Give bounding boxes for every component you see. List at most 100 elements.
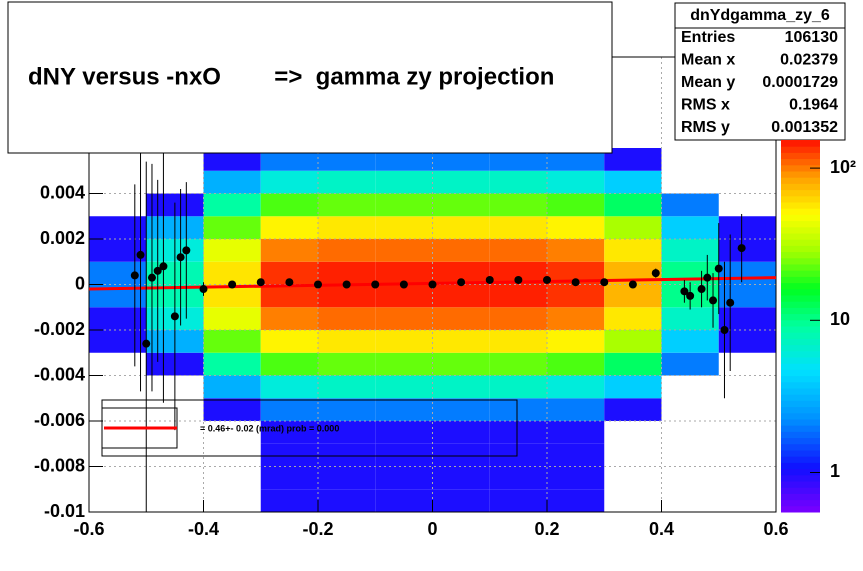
heat-cell bbox=[547, 443, 605, 467]
color-scale-band bbox=[781, 450, 820, 457]
profile-point bbox=[543, 275, 551, 284]
heat-cell bbox=[203, 330, 261, 353]
y-tick-label: 0.004 bbox=[40, 182, 85, 202]
x-tick-label: -0.2 bbox=[302, 519, 333, 539]
color-scale-band bbox=[781, 319, 820, 327]
color-scale-band bbox=[781, 357, 820, 364]
heat-cell bbox=[260, 239, 318, 262]
heat-cell bbox=[547, 352, 605, 376]
profile-point bbox=[686, 291, 695, 300]
profile-point bbox=[176, 253, 185, 262]
color-scale-band bbox=[781, 158, 820, 166]
heat-cell bbox=[489, 216, 547, 239]
heat-cell bbox=[260, 307, 318, 330]
heat-cell bbox=[260, 466, 318, 490]
heat-cell bbox=[89, 239, 147, 262]
heat-cell bbox=[318, 148, 376, 171]
color-scale-band bbox=[781, 233, 820, 240]
heat-cell bbox=[203, 148, 261, 171]
color-scale-band bbox=[781, 419, 820, 426]
heat-cell bbox=[375, 239, 433, 262]
color-scale-band bbox=[781, 344, 820, 352]
color-scale-band bbox=[781, 505, 820, 513]
color-scale-band bbox=[781, 437, 820, 445]
color-scale-band bbox=[781, 146, 820, 153]
profile-point bbox=[314, 280, 322, 289]
profile-point bbox=[697, 285, 706, 294]
heat-cell bbox=[203, 352, 261, 376]
heat-cell bbox=[547, 375, 605, 399]
heat-cell bbox=[375, 307, 433, 330]
heat-cell bbox=[318, 421, 376, 444]
heat-cell bbox=[375, 466, 433, 490]
profile-point bbox=[130, 271, 139, 280]
profile-point bbox=[147, 273, 156, 282]
color-scale-band bbox=[781, 183, 820, 191]
color-scale-band bbox=[781, 140, 820, 147]
color-scale-band bbox=[781, 301, 820, 308]
heat-cell bbox=[489, 170, 547, 194]
color-scale-band bbox=[781, 276, 820, 284]
heat-cell bbox=[547, 148, 605, 171]
color-scale-band bbox=[781, 195, 820, 203]
stats-value: 0.0001729 bbox=[762, 74, 838, 91]
heat-cell bbox=[489, 330, 547, 353]
color-scale-band bbox=[781, 456, 820, 463]
color-scale-band bbox=[781, 239, 820, 246]
heat-cell bbox=[489, 284, 547, 308]
x-tick-label: 0.4 bbox=[649, 519, 674, 539]
color-scale-band bbox=[781, 394, 820, 401]
heat-cell bbox=[260, 398, 318, 421]
stats-value: 0.1964 bbox=[789, 97, 838, 114]
heat-cell bbox=[318, 443, 376, 467]
stats-frame bbox=[674, 2, 846, 141]
heat-cell bbox=[547, 193, 605, 217]
profile-point bbox=[136, 250, 145, 259]
heat-cell bbox=[432, 216, 490, 239]
heat-cell bbox=[604, 216, 662, 239]
profile-point bbox=[457, 278, 466, 287]
heat-cell bbox=[432, 284, 490, 308]
heat-cell bbox=[260, 148, 318, 171]
profile-point bbox=[285, 278, 294, 287]
heat-cell bbox=[604, 352, 662, 376]
y-tick-label: -0.008 bbox=[34, 455, 85, 475]
color-scale-band bbox=[781, 338, 820, 346]
heat-cell bbox=[432, 193, 490, 217]
heat-cell bbox=[89, 330, 147, 353]
color-scale-band bbox=[781, 406, 820, 414]
profile-point bbox=[159, 262, 168, 271]
heat-cell bbox=[547, 216, 605, 239]
heat-cell bbox=[547, 421, 605, 444]
heat-cell bbox=[489, 307, 547, 330]
heat-cell bbox=[89, 261, 147, 285]
heat-cell bbox=[604, 239, 662, 262]
heat-cell bbox=[260, 170, 318, 194]
color-scale-band bbox=[781, 350, 820, 358]
heat-cell bbox=[318, 489, 376, 512]
heat-cell bbox=[489, 489, 547, 512]
color-scale-band bbox=[781, 220, 820, 228]
heat-cell bbox=[432, 489, 490, 512]
heat-cell bbox=[375, 352, 433, 376]
y-tick-label: 0 bbox=[75, 273, 85, 293]
y-tick-label: 0.002 bbox=[40, 228, 85, 248]
stats-value: 106130 bbox=[785, 29, 838, 46]
heat-cell bbox=[604, 375, 662, 399]
heat-cell bbox=[547, 489, 605, 512]
x-tick-label: 0.2 bbox=[534, 519, 559, 539]
heat-cell bbox=[604, 307, 662, 330]
heat-cell bbox=[318, 375, 376, 399]
heat-cell bbox=[432, 466, 490, 490]
color-scale-band bbox=[781, 381, 820, 389]
color-scale-band bbox=[781, 493, 820, 501]
heat-cell bbox=[432, 239, 490, 262]
x-tick-label: -0.4 bbox=[188, 519, 219, 539]
stats-box: dnYdgamma_zy_6 Entries 106130 Mean x 0.02379… bbox=[674, 2, 846, 141]
profile-point bbox=[726, 298, 735, 307]
heat-cell bbox=[203, 239, 261, 262]
color-scale-band bbox=[781, 363, 820, 370]
heat-cell bbox=[318, 284, 376, 308]
profile-point bbox=[720, 326, 729, 334]
profile-point bbox=[371, 280, 380, 289]
